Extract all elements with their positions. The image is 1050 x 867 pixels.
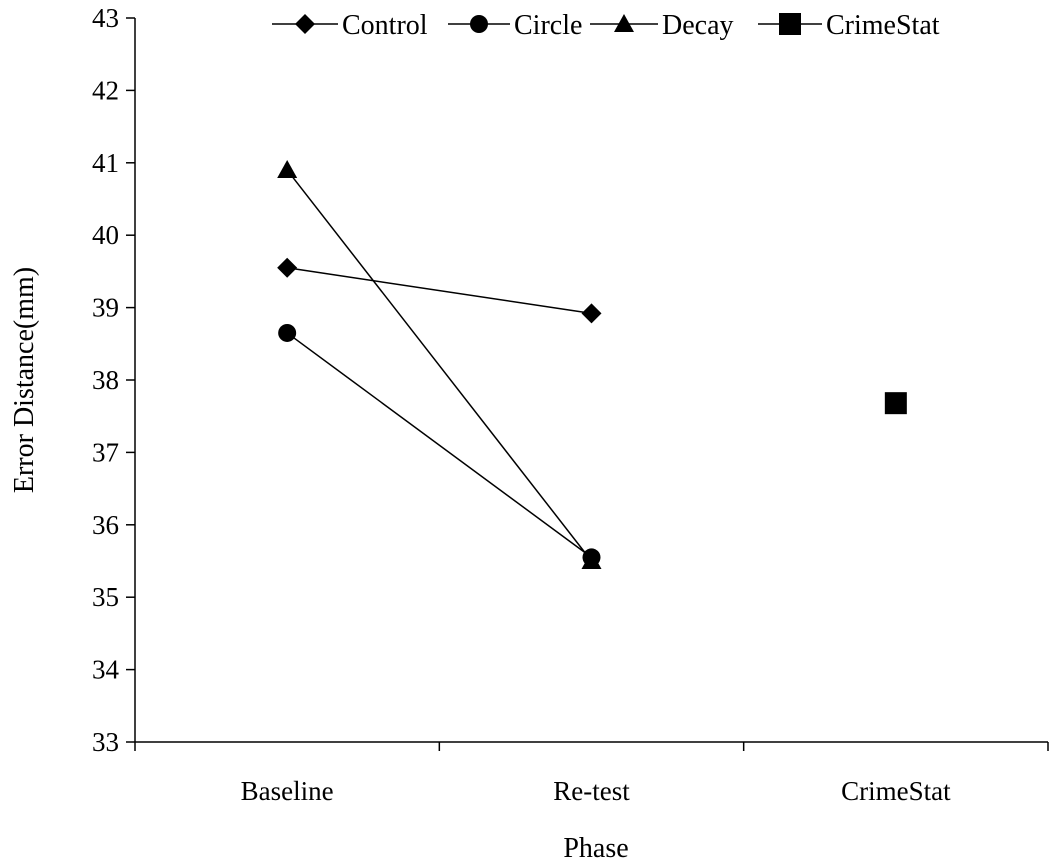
legend-marker-diamond: [295, 14, 315, 34]
point-control: [581, 303, 602, 324]
y-tick-label: 41: [92, 148, 119, 178]
y-tick-label: 43: [92, 3, 119, 33]
x-axis-title: Phase: [563, 833, 628, 864]
y-tick-label: 34: [92, 655, 120, 685]
y-tick-label: 36: [92, 510, 119, 540]
x-tick-label-crimestat: CrimeStat: [841, 776, 951, 806]
y-tick-label: 40: [92, 220, 119, 250]
legend-item-control: Control: [272, 10, 428, 41]
series-control: [277, 257, 602, 324]
legend-marker-square: [779, 13, 801, 35]
point-control: [277, 257, 298, 278]
y-tick-label: 39: [92, 293, 119, 323]
y-tick-label: 38: [92, 365, 119, 395]
y-tick-label: 42: [92, 75, 119, 105]
series-line-control: [287, 267, 592, 315]
y-axis: 33 34 35 36 37 38 39 40 41 42 43: [92, 3, 136, 757]
legend-label: CrimeStat: [826, 10, 940, 41]
series-layer: [277, 160, 907, 569]
y-tick-label: 37: [92, 437, 119, 467]
legend-marker-circle: [470, 15, 488, 33]
point-decay: [277, 160, 298, 179]
legend-marker-triangle: [614, 14, 634, 32]
x-axis: Baseline Re-test CrimeStat: [134, 741, 1049, 806]
legend-label: Control: [342, 10, 428, 41]
y-tick-label: 35: [92, 582, 119, 612]
legend-label: Circle: [514, 10, 582, 41]
series-line-circle: [286, 332, 592, 558]
point-circle: [278, 323, 297, 342]
legend-item-crimestat: CrimeStat: [758, 10, 940, 41]
series-crimestat: [884, 392, 907, 415]
y-axis-title: Error Distance(mm): [9, 267, 40, 493]
series-decay: [277, 160, 602, 569]
x-tick-label-baseline: Baseline: [241, 776, 334, 806]
point-crimestat: [884, 392, 907, 415]
x-tick-label-re-test: Re-test: [553, 776, 630, 806]
point-decay: [581, 551, 602, 569]
legend-item-circle: Circle: [448, 10, 582, 41]
legend: Control Circle Decay CrimeStat: [272, 10, 940, 41]
legend-label: Decay: [662, 10, 734, 41]
series-line-decay: [286, 169, 593, 562]
legend-item-decay: Decay: [590, 10, 734, 41]
y-tick-label: 33: [92, 727, 119, 757]
series-circle: [278, 323, 601, 567]
